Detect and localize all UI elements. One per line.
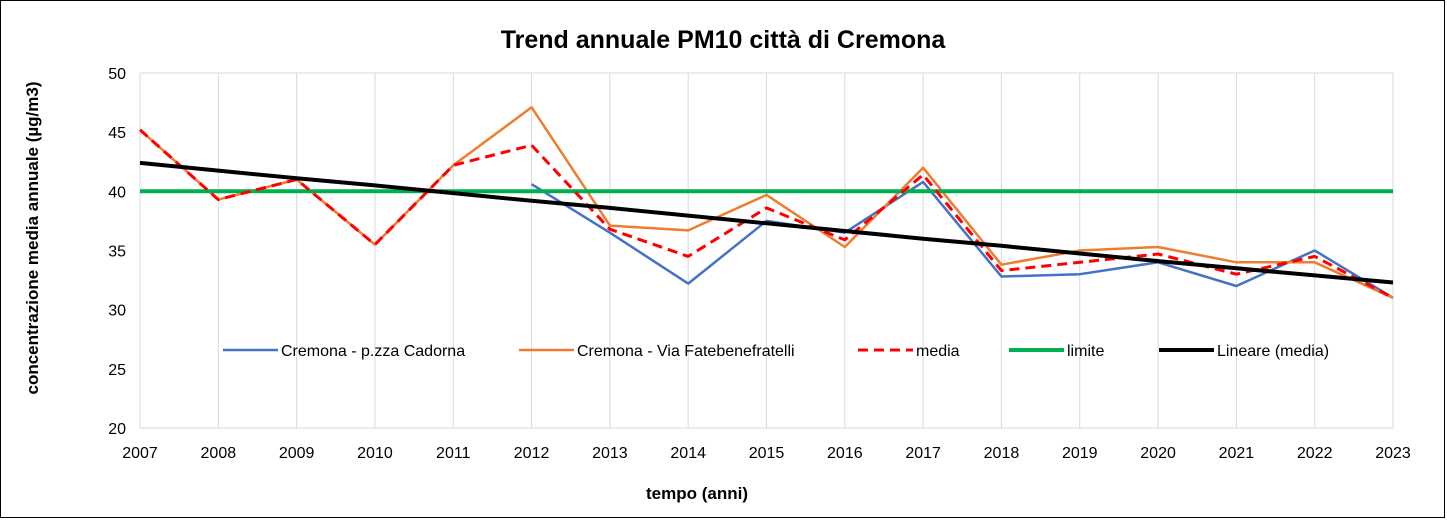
x-tick-label-2016: 2016: [827, 445, 863, 462]
legend: Cremona - p.zza Cadorna Cremona - Via Fat…: [223, 343, 1329, 360]
x-tick-label-2023: 2023: [1375, 445, 1411, 462]
x-tick-label-2011: 2011: [436, 445, 471, 462]
x-tick-label-2019: 2019: [1062, 445, 1098, 462]
x-tick-label-2021: 2021: [1219, 445, 1255, 462]
y-tick-label: 35: [108, 244, 126, 261]
grid-layer: [139, 72, 1394, 429]
x-axis-ticks: 2007 2008 2009 2010 2011 2012 2013 2014 2015 2016…: [122, 445, 1411, 462]
y-tick-label: 30: [108, 303, 126, 320]
chart-title: Trend annuale PM10 città di Cremona: [501, 26, 947, 54]
series-line-media: [139, 128, 1394, 300]
x-tick-label-2013: 2013: [592, 445, 628, 462]
x-tick-label-2015: 2015: [749, 445, 785, 462]
legend-label-limite: limite: [1067, 343, 1104, 360]
x-tick-label-2022: 2022: [1297, 445, 1333, 462]
y-tick-label: 50: [108, 66, 126, 83]
y-axis-title: concentrazione media annuale (µg/m3): [23, 81, 42, 394]
x-tick-label-2008: 2008: [201, 445, 237, 462]
series-line-lineare-media: [139, 160, 1394, 285]
x-tick-label-2020: 2020: [1140, 445, 1176, 462]
legend-label-media: media: [916, 343, 960, 360]
y-axis-ticks: 20 25 30 35 40 45 50: [108, 66, 126, 438]
legend-label-lineare-media: Lineare (media): [1217, 343, 1329, 360]
y-tick-label: 45: [108, 125, 126, 142]
series-layer: [139, 106, 1394, 300]
y-tick-label: 20: [108, 421, 126, 438]
x-tick-label-2012: 2012: [514, 445, 550, 462]
x-axis-title: tempo (anni): [646, 484, 748, 503]
x-tick-label-2017: 2017: [905, 445, 941, 462]
x-tick-label-2007: 2007: [122, 445, 158, 462]
y-tick-label: 40: [108, 184, 126, 201]
legend-label-cremona-p-zza-cadorna: Cremona - p.zza Cadorna: [281, 343, 465, 360]
x-tick-label-2014: 2014: [670, 445, 706, 462]
series-line-cremona-p-zza-cadorna: [530, 180, 1394, 299]
legend-label-cremona-via-fatebenefratelli: Cremona - Via Fatebenefratelli: [577, 343, 795, 360]
y-tick-label: 25: [108, 362, 126, 379]
x-tick-label-2009: 2009: [279, 445, 315, 462]
x-tick-label-2018: 2018: [984, 445, 1020, 462]
series-line-cremona-via-fatebenefratelli: [139, 106, 1394, 299]
x-tick-label-2010: 2010: [357, 445, 393, 462]
